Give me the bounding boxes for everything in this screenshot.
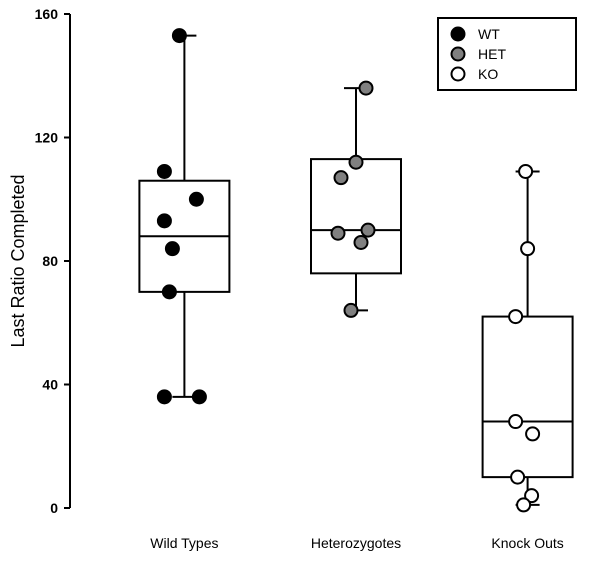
- legend-label-KO: KO: [478, 66, 498, 82]
- y-axis-title: Last Ratio Completed: [8, 174, 28, 347]
- legend-label-WT: WT: [478, 26, 500, 42]
- point-KO: [519, 165, 532, 178]
- point-KO: [521, 242, 534, 255]
- y-tick-label: 40: [42, 377, 58, 393]
- legend-marker-KO: [452, 68, 465, 81]
- x-category-label: Wild Types: [150, 535, 218, 551]
- point-WT: [163, 285, 176, 298]
- point-HET: [350, 156, 363, 169]
- y-tick-label: 0: [50, 500, 58, 516]
- point-WT: [166, 242, 179, 255]
- boxplot-chart: 0 40 80 120 160 Last Ratio Completed Wild Type…: [0, 0, 600, 572]
- point-WT: [158, 214, 171, 227]
- y-tick-label: 120: [35, 130, 59, 146]
- x-category-label: Heterozygotes: [311, 535, 401, 551]
- point-KO: [526, 427, 539, 440]
- point-HET: [332, 227, 345, 240]
- point-HET: [345, 304, 358, 317]
- point-HET: [335, 171, 348, 184]
- point-KO: [509, 310, 522, 323]
- legend-marker-WT: [452, 28, 465, 41]
- point-KO: [517, 498, 530, 511]
- point-WT: [158, 165, 171, 178]
- point-KO: [511, 471, 524, 484]
- point-HET: [360, 82, 373, 95]
- point-KO: [509, 415, 522, 428]
- point-WT: [190, 193, 203, 206]
- point-HET: [355, 236, 368, 249]
- point-HET: [362, 224, 375, 237]
- legend-label-HET: HET: [478, 46, 506, 62]
- point-WT: [158, 390, 171, 403]
- y-tick-label: 160: [35, 6, 59, 22]
- y-tick-label: 80: [42, 253, 58, 269]
- x-category-label: Knock Outs: [491, 535, 563, 551]
- point-WT: [173, 29, 186, 42]
- point-WT: [193, 390, 206, 403]
- legend-marker-HET: [452, 48, 465, 61]
